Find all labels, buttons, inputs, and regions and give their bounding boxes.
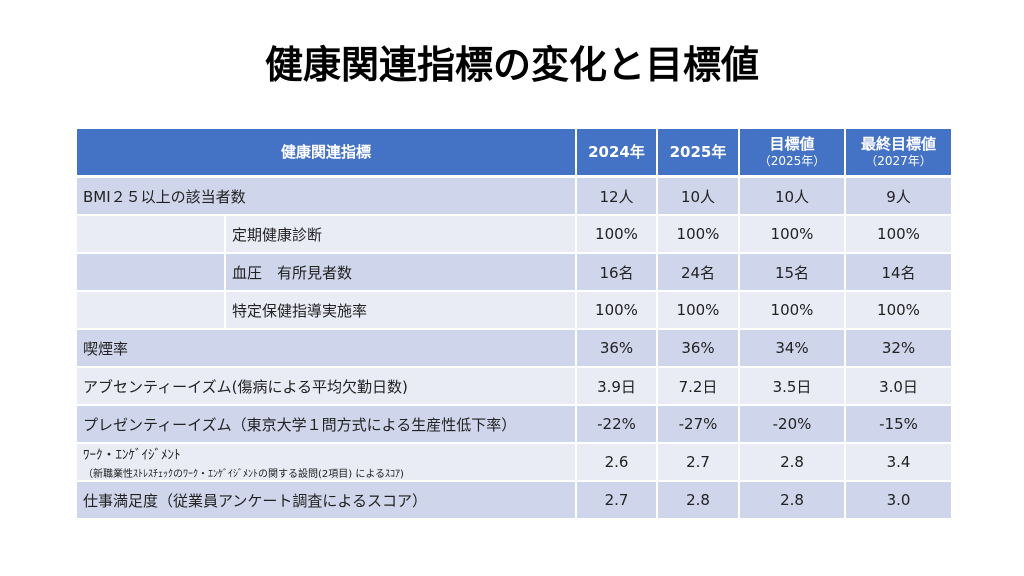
table-row: プレゼンティーイズム（東京大学１問方式による生産性低下率） -22% -27% -20… bbox=[75, 404, 953, 444]
row-value: 100% bbox=[656, 214, 740, 254]
row-value: 36% bbox=[575, 328, 658, 368]
row-value: 15名 bbox=[738, 252, 846, 292]
table-row: 血圧 有所見者数 16名 24名 15名 14名 bbox=[75, 252, 953, 292]
table-row: 喫煙率 36% 36% 34% 32% bbox=[75, 328, 953, 368]
row-value: 2.7 bbox=[656, 442, 740, 482]
row-value: 24名 bbox=[656, 252, 740, 292]
row-label: 喫煙率 bbox=[75, 328, 577, 368]
row-value: 3.9日 bbox=[575, 366, 658, 406]
row-value: 34% bbox=[738, 328, 846, 368]
table-row: アブセンティーイズム(傷病による平均欠勤日数) 3.9日 7.2日 3.5日 3.0日 bbox=[75, 366, 953, 406]
row-label: BMI２５以上の該当者数 bbox=[75, 175, 577, 216]
row-value: 14名 bbox=[844, 252, 953, 292]
row-value: 2.7 bbox=[575, 480, 658, 520]
row-value: 7.2日 bbox=[656, 366, 740, 406]
row-label: 仕事満足度（従業員アンケート調査によるスコア） bbox=[75, 480, 577, 520]
row-value: -15% bbox=[844, 404, 953, 444]
indent-cell bbox=[75, 252, 226, 292]
row-label-cell: ﾜｰｸ・ｴﾝｹﾞｲｼﾞﾒﾝﾄ （新職業性ｽﾄﾚｽﾁｪｯｸのﾜｰｸ・ｴﾝｹﾞｲｼﾞﾒ… bbox=[75, 442, 577, 482]
row-value: 3.0 bbox=[844, 480, 953, 520]
row-value: -27% bbox=[656, 404, 740, 444]
table-row: BMI２５以上の該当者数 12人 10人 10人 9人 bbox=[75, 175, 953, 216]
row-sublabel: （新職業性ｽﾄﾚｽﾁｪｯｸのﾜｰｸ・ｴﾝｹﾞｲｼﾞﾒﾝﾄの関する設問(2項目) … bbox=[83, 469, 404, 480]
row-value: -22% bbox=[575, 404, 658, 444]
row-label: ﾜｰｸ・ｴﾝｹﾞｲｼﾞﾒﾝﾄ bbox=[83, 448, 181, 463]
row-value: -20% bbox=[738, 404, 846, 444]
row-label: 特定保健指導実施率 bbox=[224, 290, 577, 330]
header-final-target: 最終目標値 （2027年） bbox=[844, 127, 953, 178]
row-value: 100% bbox=[738, 214, 846, 254]
row-label: 定期健康診断 bbox=[224, 214, 577, 254]
row-value: 3.0日 bbox=[844, 366, 953, 406]
row-value: 2.8 bbox=[656, 480, 740, 520]
row-value: 10人 bbox=[738, 175, 846, 216]
indent-cell bbox=[75, 290, 226, 330]
row-value: 2.8 bbox=[738, 480, 846, 520]
row-label: プレゼンティーイズム（東京大学１問方式による生産性低下率） bbox=[75, 404, 577, 444]
header-2024: 2024年 bbox=[575, 127, 658, 178]
row-value: 100% bbox=[738, 290, 846, 330]
row-value: 3.4 bbox=[844, 442, 953, 482]
row-value: 36% bbox=[656, 328, 740, 368]
row-value: 10人 bbox=[656, 175, 740, 216]
row-label: 血圧 有所見者数 bbox=[224, 252, 577, 292]
row-value: 100% bbox=[575, 214, 658, 254]
health-indicators-table: 健康関連指標 2024年 2025年 目標値 （2025年） 最終目標値 （2027… bbox=[75, 127, 953, 520]
row-value: 9人 bbox=[844, 175, 953, 216]
row-value: 3.5日 bbox=[738, 366, 846, 406]
table-row: 定期健康診断 100% 100% 100% 100% bbox=[75, 214, 953, 254]
header-indicator: 健康関連指標 bbox=[75, 127, 577, 178]
row-value: 2.8 bbox=[738, 442, 846, 482]
table-header-row: 健康関連指標 2024年 2025年 目標値 （2025年） 最終目標値 （2027… bbox=[75, 127, 953, 178]
header-final-sub: （2027年） bbox=[865, 154, 932, 168]
row-value: 100% bbox=[844, 214, 953, 254]
header-target-label: 目標値 bbox=[769, 134, 815, 153]
row-value: 16名 bbox=[575, 252, 658, 292]
header-final-label: 最終目標値 bbox=[860, 134, 936, 153]
row-label: アブセンティーイズム(傷病による平均欠勤日数) bbox=[75, 366, 577, 406]
table-row: 特定保健指導実施率 100% 100% 100% 100% bbox=[75, 290, 953, 330]
row-value: 12人 bbox=[575, 175, 658, 216]
header-target: 目標値 （2025年） bbox=[738, 127, 846, 178]
row-value: 100% bbox=[656, 290, 740, 330]
row-value: 100% bbox=[575, 290, 658, 330]
header-2025: 2025年 bbox=[656, 127, 740, 178]
row-value: 32% bbox=[844, 328, 953, 368]
table-row: ﾜｰｸ・ｴﾝｹﾞｲｼﾞﾒﾝﾄ （新職業性ｽﾄﾚｽﾁｪｯｸのﾜｰｸ・ｴﾝｹﾞｲｼﾞﾒ… bbox=[75, 442, 953, 482]
header-target-sub: （2025年） bbox=[758, 154, 826, 168]
row-value: 2.6 bbox=[575, 442, 658, 482]
slide-title: 健康関連指標の変化と目標値 bbox=[264, 43, 759, 87]
indent-cell bbox=[75, 214, 226, 254]
table-row: 仕事満足度（従業員アンケート調査によるスコア） 2.7 2.8 2.8 3.0 bbox=[75, 480, 953, 520]
row-value: 100% bbox=[844, 290, 953, 330]
